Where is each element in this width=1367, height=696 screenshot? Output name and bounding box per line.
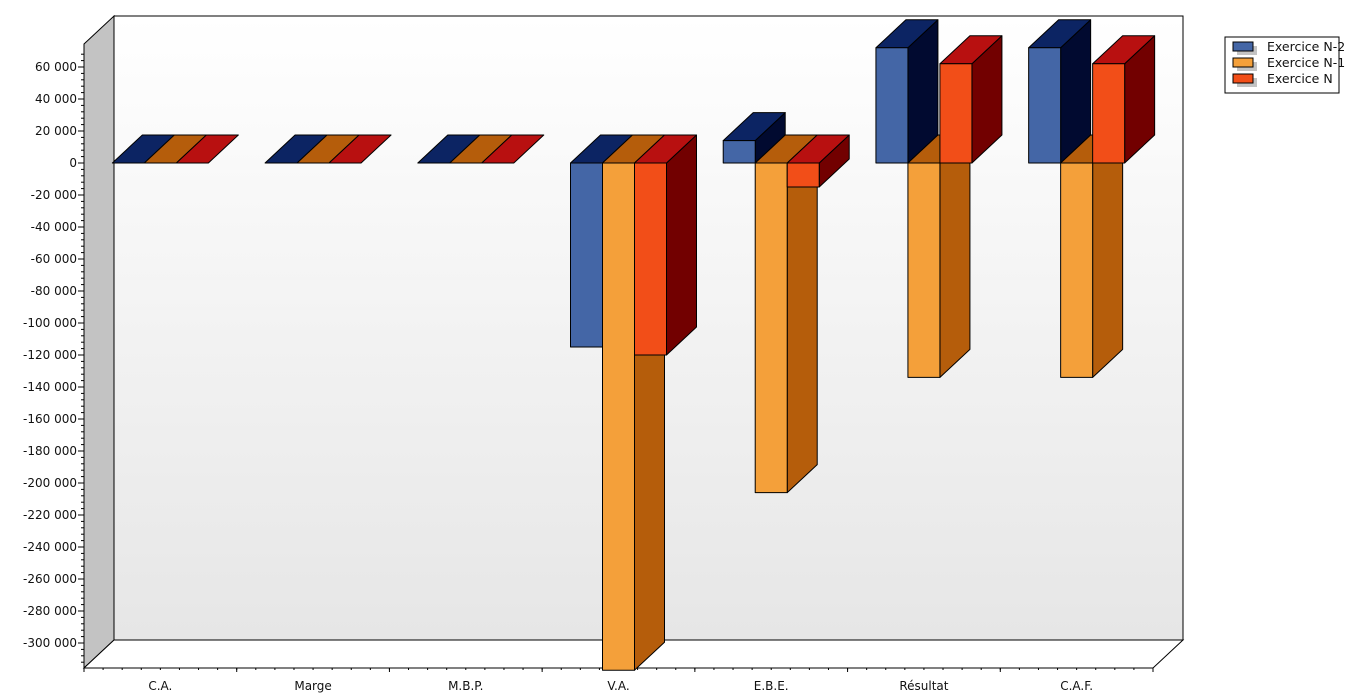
bar-front-face bbox=[754, 162, 788, 494]
x-tick-label: C.A.F. bbox=[1060, 679, 1093, 693]
legend-swatch bbox=[1232, 73, 1254, 84]
bar-exercice-n-1-4 bbox=[754, 134, 818, 494]
y-tick-label: -180 000 bbox=[23, 444, 77, 458]
bar-top-face bbox=[481, 134, 545, 164]
x-tick-label: V.A. bbox=[607, 679, 629, 693]
y-tick-label: -220 000 bbox=[23, 508, 77, 522]
bar-top-face bbox=[175, 134, 239, 164]
y-tick-label: -40 000 bbox=[31, 220, 77, 234]
bar-exercice-n-5 bbox=[939, 35, 1003, 164]
bar-front-face bbox=[1092, 63, 1126, 164]
y-tick-label: 0 bbox=[69, 156, 77, 170]
y-tick-label: -300 000 bbox=[23, 636, 77, 650]
bar-exercice-n-2-6 bbox=[1028, 19, 1092, 164]
bar-front-face bbox=[939, 63, 973, 164]
bar-exercice-n-0 bbox=[175, 134, 239, 164]
bar-side-face bbox=[666, 134, 697, 356]
bar-exercice-n-2-5 bbox=[875, 19, 939, 164]
bar-side-face bbox=[786, 134, 818, 494]
bar-side-face bbox=[939, 134, 971, 378]
bar-exercice-n-3 bbox=[634, 134, 697, 356]
x-tick-label: C.A. bbox=[148, 679, 172, 693]
bar-exercice-n-1-6 bbox=[1060, 134, 1124, 378]
bar-exercice-n-6 bbox=[1092, 35, 1156, 164]
bar-front-face bbox=[1060, 162, 1094, 378]
bar-exercice-n-2-4 bbox=[722, 112, 786, 164]
left-wall bbox=[83, 14, 115, 670]
y-tick-label: -80 000 bbox=[31, 284, 77, 298]
bar-front-face bbox=[1028, 47, 1062, 164]
y-tick-label: 40 000 bbox=[35, 92, 77, 106]
x-tick-label: Résultat bbox=[899, 679, 948, 693]
bar-side-face bbox=[1092, 134, 1124, 378]
legend-item: Exercice N-2 bbox=[1232, 39, 1345, 55]
y-tick-label: -60 000 bbox=[31, 252, 77, 266]
y-tick-label: 20 000 bbox=[35, 124, 77, 138]
bar-front-face bbox=[570, 162, 603, 348]
y-tick-label: -280 000 bbox=[23, 604, 77, 618]
bar-front-face bbox=[875, 47, 909, 164]
legend-item: Exercice N-1 bbox=[1232, 55, 1345, 71]
x-tick-label: E.B.E. bbox=[754, 679, 789, 693]
y-tick-label: -260 000 bbox=[23, 572, 77, 586]
bar-front-face bbox=[907, 162, 941, 378]
bar-front-face bbox=[722, 140, 756, 164]
legend-swatch bbox=[1232, 41, 1254, 52]
y-tick-label: -120 000 bbox=[23, 348, 77, 362]
y-tick-label: -200 000 bbox=[23, 476, 77, 490]
bar-front-face bbox=[602, 162, 635, 671]
bar-front-face bbox=[634, 162, 667, 356]
bar-exercice-n-1-5 bbox=[907, 134, 971, 378]
y-tick-label: -20 000 bbox=[31, 188, 77, 202]
legend-item: Exercice N bbox=[1232, 71, 1333, 87]
x-tick-label: M.B.P. bbox=[448, 679, 483, 693]
bar-exercice-n-2 bbox=[481, 134, 545, 164]
legend-label: Exercice N bbox=[1267, 71, 1333, 86]
y-tick-label: -140 000 bbox=[23, 380, 77, 394]
y-tick-label: -100 000 bbox=[23, 316, 77, 330]
legend-swatch bbox=[1232, 57, 1254, 68]
y-tick-label: 60 000 bbox=[35, 60, 77, 74]
bar-front-face bbox=[786, 162, 820, 188]
legend-label: Exercice N-2 bbox=[1267, 39, 1345, 54]
bar-exercice-n-1 bbox=[328, 134, 392, 164]
y-tick-label: -160 000 bbox=[23, 412, 77, 426]
bar-top-face bbox=[328, 134, 392, 164]
bar-exercice-n-4 bbox=[786, 134, 850, 188]
x-tick-label: Marge bbox=[294, 679, 331, 693]
legend-label: Exercice N-1 bbox=[1267, 55, 1345, 70]
y-tick-label: -240 000 bbox=[23, 540, 77, 554]
